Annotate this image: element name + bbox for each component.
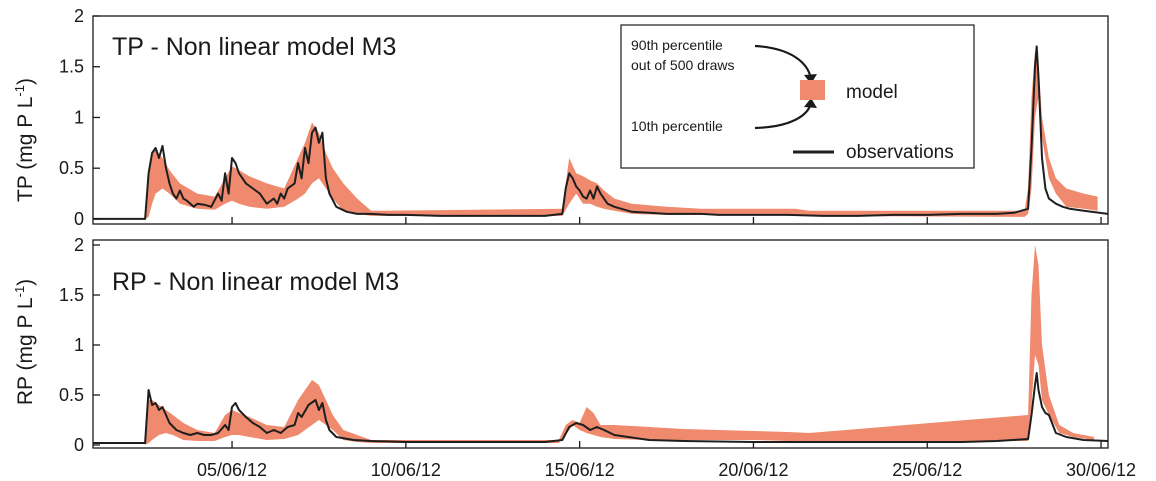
plot-area-tp: 0 0.5 1 1.5 2 <box>59 6 1109 229</box>
model-band-rp <box>145 245 1095 445</box>
legend-label-draws: out of 500 draws <box>631 57 735 73</box>
legend-swatch-model <box>800 80 825 100</box>
y-axis-label-rp: RP (mg P L-1) <box>12 279 37 405</box>
y-tick-label-tp: 1 <box>74 107 84 127</box>
x-tick-label: 25/06/12 <box>892 460 962 480</box>
plot-frame-rp <box>92 239 1109 449</box>
y-tick-label-rp: 0 <box>74 435 84 455</box>
x-tick-label: 30/06/12 <box>1066 460 1136 480</box>
y-tick-label-rp: 2 <box>74 235 84 255</box>
plot-frame-tp <box>92 15 1109 225</box>
panel-title-rp: RP - Non linear model M3 <box>112 268 399 296</box>
legend-label-model: model <box>846 82 898 103</box>
panel-rp: RP - Non linear model M3 RP (mg P L-1) <box>12 268 399 405</box>
x-tick-label: 15/06/12 <box>545 460 615 480</box>
legend-label-observations: observations <box>846 142 954 163</box>
legend-arrow-upper <box>754 44 813 80</box>
model-band-tp <box>145 51 1098 219</box>
x-tick-label: 05/06/12 <box>197 460 267 480</box>
y-tick-label-rp: 0.5 <box>59 385 84 405</box>
y-tick-label-rp: 1.5 <box>59 285 84 305</box>
y-tick-label-rp: 1 <box>74 335 84 355</box>
y-tick-label-tp: 1.5 <box>59 57 84 77</box>
panel-title-tp: TP - Non linear model M3 <box>112 33 396 61</box>
legend-box <box>620 24 975 169</box>
y-tick-label-tp: 2 <box>74 6 84 26</box>
legend: 90th percentile out of 500 draws 10th pe… <box>620 24 975 169</box>
legend-label-90th: 90th percentile <box>631 37 723 53</box>
observations-line-tp <box>93 45 1108 220</box>
y-tick-label-tp: 0 <box>74 209 84 229</box>
plot-area-rp: 0 0.5 1 1.5 2 05/06/12 10/06/12 15/06/12 20/06/1… <box>59 235 1136 480</box>
legend-label-10th: 10th percentile <box>631 118 723 134</box>
legend-arrowhead-lower <box>804 98 817 108</box>
x-tick-label: 20/06/12 <box>718 460 788 480</box>
panel-tp: TP - Non linear model M3 TP (mg P L-1) 9… <box>12 24 975 202</box>
y-tick-label-tp: 0.5 <box>59 158 84 178</box>
observations-line-rp <box>93 372 1108 444</box>
x-tick-label: 10/06/12 <box>371 460 441 480</box>
legend-arrowhead-upper <box>804 74 817 84</box>
y-axis-label-tp: TP (mg P L-1) <box>12 78 37 202</box>
